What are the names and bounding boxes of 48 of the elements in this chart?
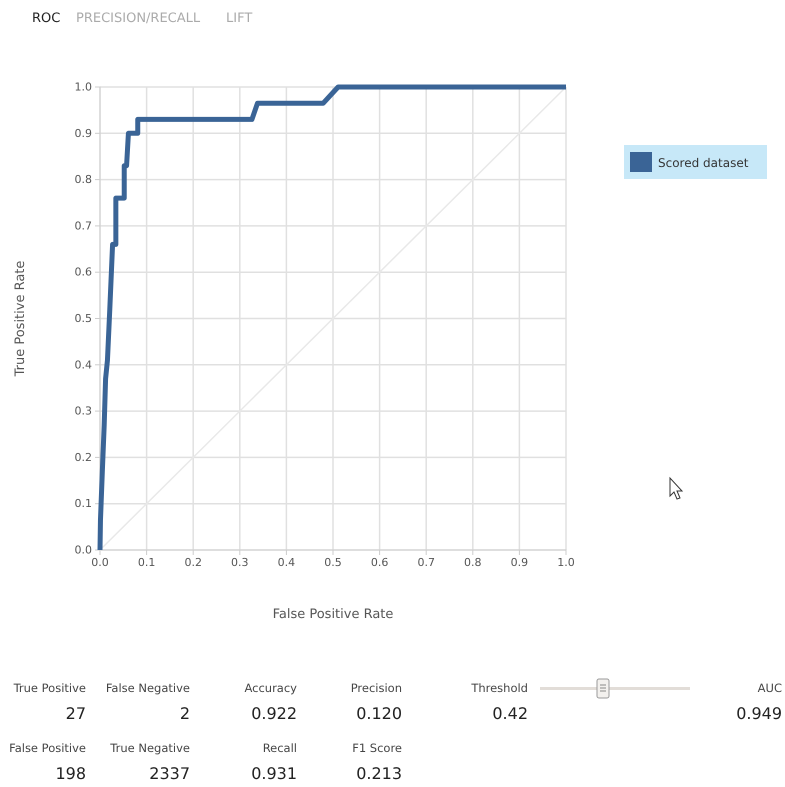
y-tick-label: 0.6 (74, 266, 92, 279)
x-tick-label: 0.5 (324, 556, 342, 569)
y-tick-label: 0.8 (74, 173, 92, 186)
y-tick-label: 0.5 (74, 312, 92, 326)
category-label: False Negative (106, 681, 190, 695)
category-label: True Negative (109, 741, 190, 755)
x-tick-label: 0.9 (510, 556, 528, 569)
text: LIFT (226, 11, 252, 26)
category-label: Accuracy (244, 681, 298, 695)
x-tick-label: 1.0 (557, 556, 575, 569)
x-tick-label: 0.4 (278, 556, 296, 569)
text: 198 (55, 764, 86, 783)
x-tick-label: 0.6 (370, 556, 388, 569)
y-tick-label: 1.0 (74, 80, 92, 94)
x-tick-label: 0.2 (184, 556, 202, 569)
category-label: True Positive (12, 681, 86, 695)
y-tick-label: 0.4 (74, 358, 92, 372)
y-tick-label: 0.7 (74, 219, 92, 232)
category-label: AUC (758, 681, 782, 695)
x-tick-label: 0.0 (91, 556, 109, 569)
y-tick-label: 0.2 (74, 450, 92, 464)
y-tick-label: 0.3 (74, 404, 92, 418)
x-tick-label: 0.7 (417, 556, 435, 569)
category-label: Threshold (470, 681, 528, 695)
category-label: Recall (262, 741, 297, 755)
y-axis-title: True Positive Rate (13, 260, 28, 378)
y-tick-label: 0.0 (74, 544, 92, 557)
text: ROC (32, 11, 60, 26)
text: PRECISION/RECALL (76, 11, 201, 26)
x-axis-title: False Positive Rate (272, 607, 394, 622)
text: 0.120 (356, 704, 402, 723)
category-label: Precision (350, 681, 402, 695)
x-tick-label: 0.3 (231, 556, 249, 569)
text: 0.213 (356, 764, 402, 783)
x-tick-label: 0.1 (138, 556, 156, 569)
x-tick-label: 0.8 (464, 556, 482, 569)
legend-label: Scored dataset (658, 156, 749, 170)
text: 0.949 (736, 704, 782, 723)
text: 27 (66, 704, 86, 723)
category-label: F1 Score (352, 741, 402, 755)
text: 0.922 (251, 704, 297, 723)
text: 0.931 (251, 764, 297, 783)
text: 0.42 (492, 704, 528, 723)
text: 2337 (149, 764, 190, 783)
text: 2 (180, 704, 190, 723)
y-tick-label: 0.9 (74, 126, 92, 140)
category-label: False Positive (9, 741, 86, 755)
y-tick-label: 0.1 (74, 497, 92, 510)
